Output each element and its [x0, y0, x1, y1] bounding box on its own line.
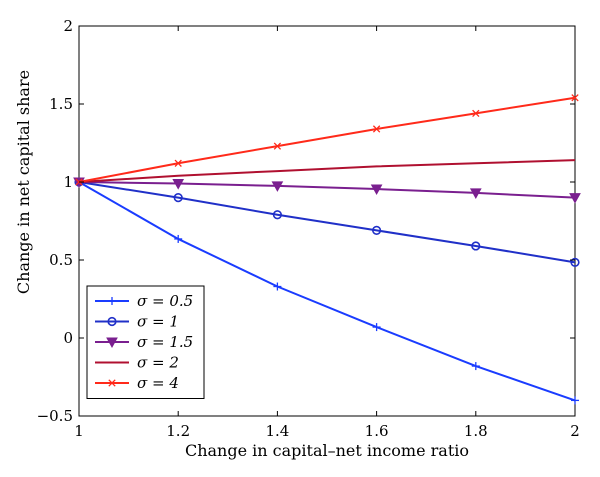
legend-label: σ = 0.5 — [137, 292, 193, 310]
x-axis-label: Change in capital–net income ratio — [185, 441, 469, 460]
series--1-5 — [73, 177, 581, 204]
x-marker — [472, 109, 480, 118]
x-marker — [108, 379, 116, 387]
y-tick-label: 0 — [63, 329, 73, 347]
triangle-marker — [271, 181, 284, 192]
legend-item: σ = 0.5 — [95, 292, 193, 310]
legend-item: σ = 4 — [95, 374, 179, 392]
x-tick-label: 1.8 — [464, 422, 488, 440]
x-tick-label: 1 — [74, 422, 84, 440]
circle-marker — [570, 257, 580, 267]
x-tick-label: 2 — [570, 422, 580, 440]
series--2 — [78, 159, 576, 183]
circle-marker — [173, 193, 183, 203]
triangle-marker — [172, 179, 185, 190]
marker-stroke — [273, 142, 282, 150]
plus-marker — [174, 234, 183, 243]
x-marker — [273, 142, 282, 150]
y-tick-label: 2 — [63, 17, 73, 35]
x-marker — [571, 94, 579, 102]
plot-border — [78, 25, 576, 417]
triangle-marker — [106, 337, 118, 349]
axis-layer: 1 1.2 1.4 1.6 1.8 2 −0.5 0 0.5 1 1.5 2 — [37, 17, 580, 440]
x-tick-label: 1.2 — [166, 422, 190, 440]
legend-label: σ = 2 — [137, 354, 179, 372]
triangle-marker — [469, 188, 482, 199]
series-line — [78, 181, 576, 402]
circle-marker — [372, 225, 382, 235]
legend-label: σ = 1.5 — [137, 333, 193, 351]
triangle-marker — [370, 184, 383, 196]
y-tick-label: 0.5 — [49, 251, 73, 269]
series--4 — [75, 94, 579, 186]
series-line — [78, 181, 576, 264]
marker-stroke — [108, 379, 116, 387]
series-line — [78, 181, 576, 199]
marker-stroke — [174, 159, 182, 167]
plus-marker — [471, 362, 480, 371]
legend-item: σ = 1 — [95, 313, 179, 331]
plus-marker — [571, 396, 579, 405]
series-line — [78, 159, 576, 183]
marker-stroke — [571, 94, 579, 102]
legend-item: σ = 2 — [95, 354, 179, 372]
legend-item: σ = 1.5 — [95, 333, 193, 351]
y-tick-label: 1.5 — [49, 95, 73, 113]
legend: σ = 0.5 σ = 1 σ = 1.5 σ = 2 σ = 4 — [86, 285, 205, 399]
circle-marker — [272, 210, 283, 220]
plus-marker — [372, 323, 381, 332]
legend-label: σ = 1 — [137, 313, 179, 331]
circle-marker — [107, 316, 117, 327]
plot-frame — [78, 25, 576, 417]
series-layer — [73, 94, 581, 405]
x-marker — [372, 125, 381, 133]
x-tick-label: 1.4 — [265, 422, 289, 440]
y-axis-label: Change in net capital share — [14, 70, 33, 294]
marker-stroke — [372, 125, 381, 133]
series-line — [78, 96, 576, 183]
triangle-marker — [569, 193, 581, 204]
series--0-5 — [75, 178, 579, 405]
marker-stroke — [472, 109, 480, 118]
plus-marker — [108, 297, 116, 305]
x-marker — [174, 159, 182, 167]
circle-marker — [471, 241, 481, 251]
y-tick-label: −0.5 — [37, 407, 73, 425]
legend-label: σ = 4 — [137, 374, 179, 392]
x-tick-label: 1.6 — [365, 422, 389, 440]
y-tick-label: 1 — [63, 173, 73, 191]
plus-marker — [273, 282, 282, 291]
